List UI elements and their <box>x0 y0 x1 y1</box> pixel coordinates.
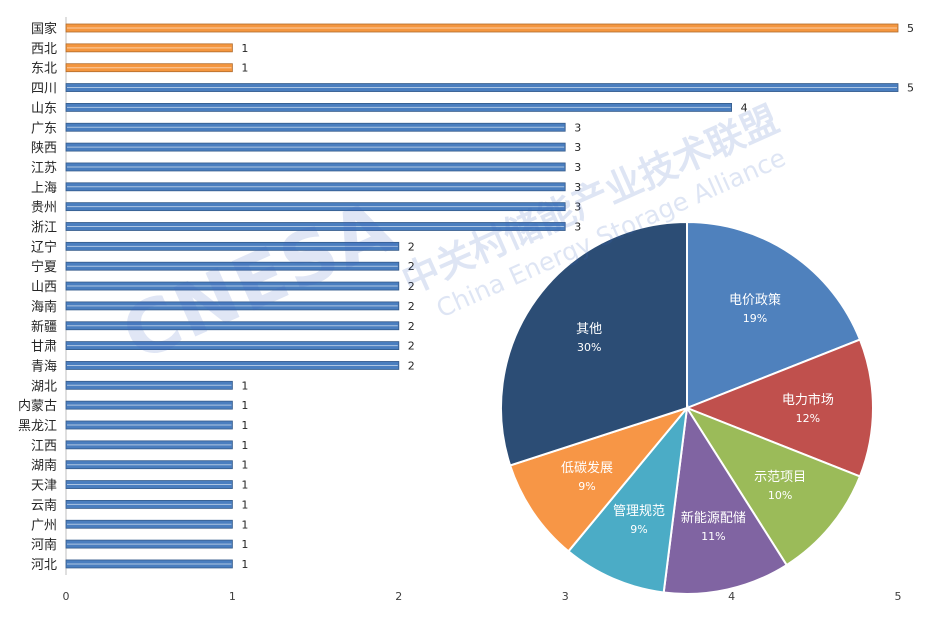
pie-slice-label: 管理规范 <box>613 504 665 519</box>
category-label: 天津 <box>31 479 57 494</box>
category-label: 海南 <box>31 299 57 315</box>
category-label: 江西 <box>31 439 57 454</box>
pie-slice <box>567 404 689 594</box>
category-label: 国家 <box>31 21 57 37</box>
pie-slice <box>684 338 874 478</box>
pie-slice <box>662 405 789 595</box>
bar-value-label: 5 <box>907 82 914 95</box>
pie-slice-percent: 9% <box>578 480 595 493</box>
category-label: 陕西 <box>31 141 57 156</box>
x-tick-label: 2 <box>395 590 402 603</box>
bar-value-label: 1 <box>241 538 248 551</box>
pie-slice-label: 电价政策 <box>729 292 781 308</box>
category-label: 江苏 <box>31 160 57 176</box>
category-label: 黑龙江 <box>18 419 57 434</box>
category-label: 内蒙古 <box>18 398 57 414</box>
category-label: 山西 <box>31 280 57 295</box>
bar-value-label: 1 <box>241 379 248 392</box>
bar-value-label: 3 <box>574 201 581 214</box>
category-label: 甘肃 <box>31 340 57 355</box>
pie-slice-percent: 11% <box>701 530 725 543</box>
bar-value-label: 1 <box>241 439 248 452</box>
category-label: 辽宁 <box>31 239 57 255</box>
x-tick-label: 0 <box>63 590 70 603</box>
pie-slice-label: 新能源配储 <box>681 510 746 526</box>
category-label: 四川 <box>31 82 57 97</box>
pie-slice-percent: 9% <box>630 523 647 536</box>
pie-slice <box>508 405 690 553</box>
bar-value-label: 3 <box>574 161 581 174</box>
pie-slice-label: 电力市场 <box>782 392 834 408</box>
bar-value-label: 1 <box>241 42 248 55</box>
bar-value-label: 5 <box>907 22 914 35</box>
category-label: 河北 <box>31 558 57 573</box>
bar-value-label: 2 <box>408 340 415 353</box>
bar-value-label: 2 <box>408 240 415 253</box>
bar-value-label: 2 <box>408 359 415 372</box>
pie-slice-label: 示范项目 <box>754 470 806 485</box>
category-label: 河南 <box>31 537 57 553</box>
bar-value-label: 3 <box>574 121 581 134</box>
bar-value-label: 2 <box>408 260 415 273</box>
pie-slice-label: 其他 <box>576 322 602 337</box>
category-label: 山东 <box>31 101 57 116</box>
bar-value-label: 3 <box>574 181 581 194</box>
bar-value-label: 1 <box>241 498 248 511</box>
bar-value-label: 1 <box>241 459 248 472</box>
bar-value-label: 3 <box>574 221 581 234</box>
bar-value-label: 1 <box>241 558 248 571</box>
bar-value-label: 3 <box>574 141 581 154</box>
pie-slice-percent: 12% <box>796 412 820 425</box>
category-label: 湖南 <box>31 458 57 474</box>
category-label: 浙江 <box>31 221 57 236</box>
pie-slice <box>684 405 862 567</box>
category-label: 新疆 <box>31 319 57 335</box>
bar-value-label: 1 <box>241 419 248 432</box>
x-tick-label: 1 <box>229 590 236 603</box>
category-label: 贵州 <box>31 201 57 216</box>
category-label: 广州 <box>31 518 57 533</box>
category-label: 云南 <box>31 497 57 513</box>
bar-value-label: 1 <box>241 399 248 412</box>
x-tick-label: 3 <box>562 590 569 603</box>
category-label: 广东 <box>31 121 57 136</box>
pie-slice-label: 低碳发展 <box>561 460 613 476</box>
bar-value-label: 2 <box>408 320 415 333</box>
pie-slice-percent: 30% <box>577 341 601 354</box>
bar-value-label: 2 <box>408 280 415 293</box>
category-label: 东北 <box>31 62 57 77</box>
pie-slice-percent: 10% <box>768 489 792 502</box>
x-tick-label: 4 <box>728 590 735 603</box>
category-label: 湖北 <box>31 379 57 394</box>
bar-value-label: 1 <box>241 62 248 75</box>
category-label: 上海 <box>31 181 57 196</box>
bar-value-label: 1 <box>241 518 248 531</box>
pie-slice <box>686 220 862 410</box>
bar-value-label: 1 <box>241 479 248 492</box>
category-label: 宁夏 <box>31 259 57 275</box>
category-label: 西北 <box>31 42 57 57</box>
pie-slice <box>500 220 688 467</box>
x-tick-label: 5 <box>895 590 902 603</box>
pie-slice-percent: 19% <box>743 312 767 325</box>
bar-value-label: 2 <box>408 300 415 313</box>
bar-value-label: 4 <box>741 101 748 114</box>
category-label: 青海 <box>31 359 57 374</box>
